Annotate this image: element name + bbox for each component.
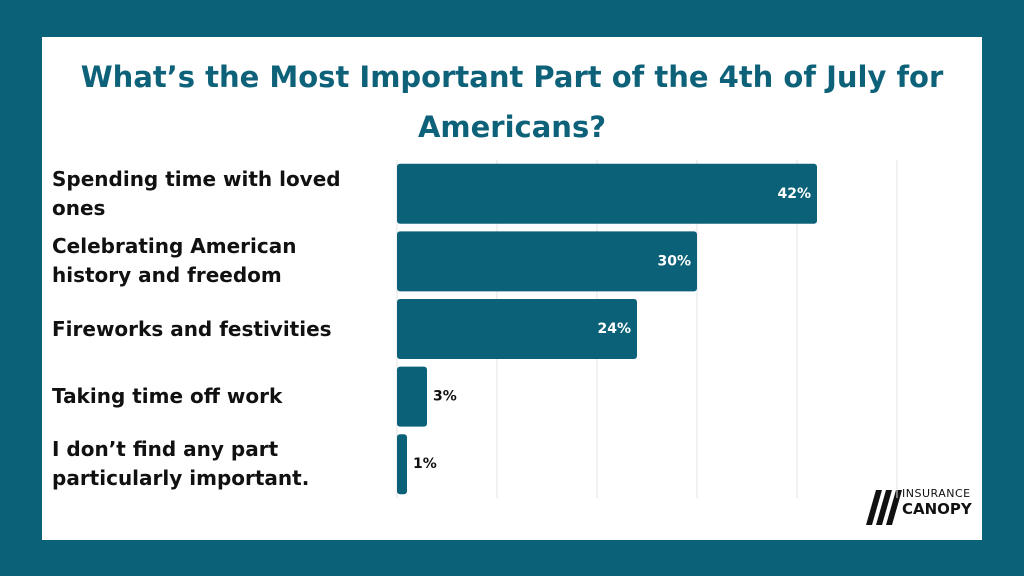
logo-icon [866, 490, 902, 525]
value-label: 30% [657, 253, 691, 269]
bar [397, 163, 817, 224]
bar [397, 366, 427, 427]
value-label: 42% [777, 186, 811, 202]
bar [397, 299, 637, 359]
chart-title: What’s the Most Important Part of the 4t… [80, 60, 944, 144]
category-label: Fireworks and festivities [52, 316, 332, 341]
category-label: Taking time off work [52, 384, 283, 409]
bar [397, 231, 697, 292]
logo-text: INSURANCE [902, 487, 971, 500]
category-label: I don’t find any part particularly impor… [52, 437, 310, 491]
category-label: Celebrating American history and freedom [52, 234, 297, 288]
value-label: 1% [413, 456, 437, 472]
category-label: Spending time with loved ones [52, 166, 341, 220]
bar [397, 434, 407, 495]
value-label: 24% [597, 321, 631, 337]
logo-text: CANOPY [902, 500, 972, 518]
value-label: 3% [433, 389, 457, 405]
